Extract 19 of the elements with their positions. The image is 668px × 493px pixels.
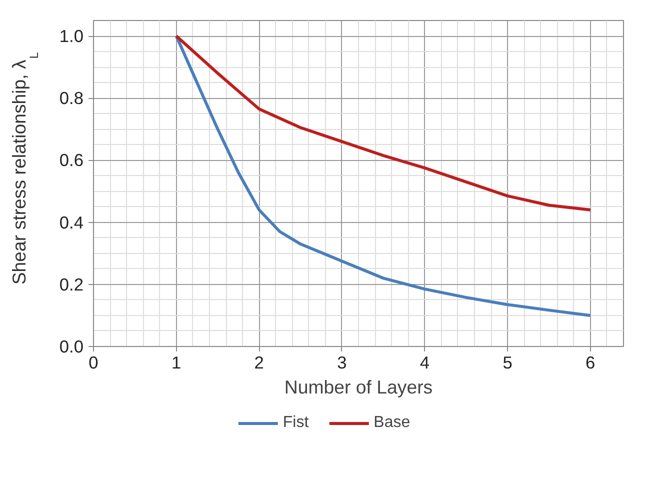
legend-label: Fist bbox=[282, 414, 309, 432]
y-tick-label: 0.6 bbox=[59, 150, 84, 170]
x-tick-label: 3 bbox=[337, 352, 347, 372]
y-tick-label: 0.8 bbox=[59, 88, 84, 108]
y-tick-label: 0.4 bbox=[59, 212, 84, 232]
line-series bbox=[174, 34, 592, 317]
x-tick-label: 4 bbox=[420, 352, 430, 372]
x-tick-label: 2 bbox=[254, 352, 264, 372]
y-axis-title: Shear stress relationship, λL bbox=[8, 52, 41, 285]
y-tick-label: 1.0 bbox=[59, 26, 84, 46]
x-tick-label: 6 bbox=[586, 352, 596, 372]
x-tick-label: 1 bbox=[171, 352, 182, 372]
x-tick-label: 5 bbox=[502, 352, 512, 372]
y-tick-label: 0.2 bbox=[59, 274, 84, 294]
y-tick-label: 0.0 bbox=[59, 336, 84, 356]
line-series bbox=[174, 34, 592, 212]
legend-label: Base bbox=[374, 414, 410, 432]
x-axis-title: Number of Layers bbox=[284, 376, 433, 398]
x-tick-label: 0 bbox=[88, 352, 98, 372]
